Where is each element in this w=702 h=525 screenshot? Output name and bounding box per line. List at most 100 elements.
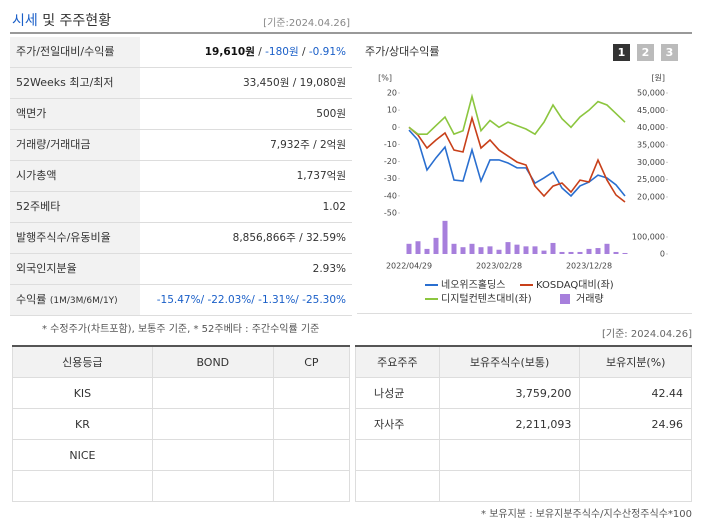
tick-label: 20,000	[637, 193, 665, 202]
legend-label: 네오위즈홀딩스	[441, 278, 505, 291]
series-line	[408, 115, 626, 203]
value-part: -0.91%	[308, 46, 346, 58]
footnote: * 보유지분 : 보유지분주식수/지수산정주식수*100	[481, 509, 692, 520]
value-part: 33,450원 / 19,080원	[242, 77, 346, 89]
volume-bar	[568, 251, 574, 254]
value-part: 500원	[316, 108, 346, 120]
legend-label: KOSDAQ대비(좌)	[536, 279, 614, 291]
table-cell: 2,211,093	[438, 408, 581, 440]
label-text: 수익률	[16, 293, 47, 306]
chart: 주가/상대수익률 1 2 3 [%] [원] 20 10 0 -10 -20 -30 -40 -50 50,…	[365, 44, 678, 305]
y-axis-label: [%]	[378, 74, 392, 83]
volume-bar	[541, 250, 547, 254]
volume-bar	[559, 251, 565, 254]
date: [기준:2024.04.26]	[263, 18, 350, 29]
summary-row: 52Weeks 최고/최저 33,450원 / 19,080원	[10, 68, 352, 99]
table-cell	[272, 377, 351, 409]
tick-label: 25,000	[637, 175, 665, 184]
label-text: 액면가	[16, 107, 47, 120]
table-cell	[579, 439, 692, 471]
value-part: -15.47%/ -22.03%/ -1.31%/ -25.30%	[156, 294, 346, 306]
volume-bar	[469, 243, 475, 254]
x-tick-label: 2023/12/28	[566, 262, 612, 271]
volume-bar	[505, 242, 511, 254]
label-text: 52Weeks 최고/최저	[16, 76, 114, 89]
table-cell: 나성균	[355, 377, 440, 409]
row-value: 1,737억원	[297, 161, 346, 191]
table-cell	[151, 439, 274, 471]
volume-bar	[406, 243, 412, 254]
tab-button[interactable]	[613, 44, 630, 61]
table-row: NICE	[12, 439, 351, 471]
chart-title: 주가/상대수익률	[365, 45, 440, 58]
table-cell	[272, 408, 351, 440]
row-label: 발행주식수/유동비율	[10, 223, 140, 253]
credit-table: 신용등급 BOND CP KIS KR NICE	[12, 345, 351, 502]
tick-label: 100,000	[632, 233, 665, 242]
tick-label: -20	[384, 157, 397, 166]
header-row: 주요주주 보유주식수(보통) 보유지분(%)	[355, 345, 692, 378]
tab-button[interactable]	[637, 44, 654, 61]
volume-bar	[460, 247, 466, 254]
row-value: 8,856,866주 / 32.59%	[233, 223, 346, 253]
legend-label: 거래량	[576, 293, 604, 305]
tick-label: -30	[384, 174, 397, 183]
value-part: 8,856,866주 / 32.59%	[232, 232, 346, 244]
tab-button-label: 3	[666, 46, 674, 59]
value-part: 1.02	[322, 201, 346, 213]
volume-bar	[613, 251, 619, 254]
row-value: -15.47%/ -22.03%/ -1.31%/ -25.30%	[157, 285, 346, 315]
volume-bar	[451, 243, 457, 254]
volume-bar	[595, 248, 601, 254]
value-part: /	[298, 46, 309, 58]
volume-bar	[586, 248, 592, 254]
tab-button[interactable]	[661, 44, 678, 61]
table-row: KR	[12, 408, 351, 440]
chart-panel	[357, 37, 692, 314]
tick-label: 0	[392, 123, 397, 132]
tick-label: 20	[387, 89, 397, 98]
summary-row: 발행주식수/유동비율 8,856,866주 / 32.59%	[10, 223, 352, 254]
table-cell: 42.44	[579, 377, 692, 409]
label-text: 52주베타	[16, 200, 61, 213]
column-header: 주요주주	[355, 345, 440, 378]
volume-bar	[532, 246, 538, 254]
table-cell	[151, 470, 274, 502]
table-cell	[151, 408, 274, 440]
summary-row: 외국인지분율 2.93%	[10, 254, 352, 285]
table-row	[12, 470, 351, 502]
holders-table: 주요주주 보유주식수(보통) 보유지분(%) 나성균 3,759,200 42.44 자사주…	[355, 345, 692, 502]
tick-label: 30,000	[637, 158, 665, 167]
volume-bar	[577, 251, 583, 254]
column-header: CP	[272, 345, 351, 378]
summary-row: 수익률 (1M/3M/6M/1Y) -15.47%/ -22.03%/ -1.31…	[10, 285, 352, 316]
summary-row: 52주베타 1.02	[10, 192, 352, 223]
summary-row: 주가/전일대비/수익률 19,610원 / -180원 / -0.91%	[10, 37, 352, 68]
table-cell	[438, 439, 581, 471]
table-cell: KIS	[12, 377, 153, 409]
column-header: 신용등급	[12, 345, 153, 378]
volume-bar	[487, 246, 493, 254]
row-value: 1.02	[323, 192, 346, 222]
volume-bar	[550, 242, 556, 254]
title-highlight: 시세	[12, 13, 38, 29]
tick-label: 50,000	[637, 89, 665, 98]
table-cell	[355, 470, 440, 502]
table-cell	[272, 439, 351, 471]
tick-label: 10	[387, 106, 397, 115]
tick-label: 40,000	[637, 123, 665, 132]
table-cell	[272, 470, 351, 502]
table-row: 나성균 3,759,200 42.44	[355, 377, 692, 409]
row-label: 52주베타	[10, 192, 140, 222]
note: * 수정주가(차트포함), 보통주 기준, * 52주베타 : 주간수익률 기준	[42, 324, 320, 335]
column-header: BOND	[151, 345, 274, 378]
row-value: 7,932주 / 2억원	[270, 130, 346, 160]
table-cell	[355, 439, 440, 471]
label-note: (1M/3M/6M/1Y)	[49, 296, 118, 306]
divider	[10, 32, 692, 34]
volume-bar	[442, 220, 448, 254]
section-title: 시세 및 주주현황	[12, 10, 111, 30]
tab-button-label: 1	[618, 46, 626, 59]
volume-bar	[415, 241, 421, 254]
